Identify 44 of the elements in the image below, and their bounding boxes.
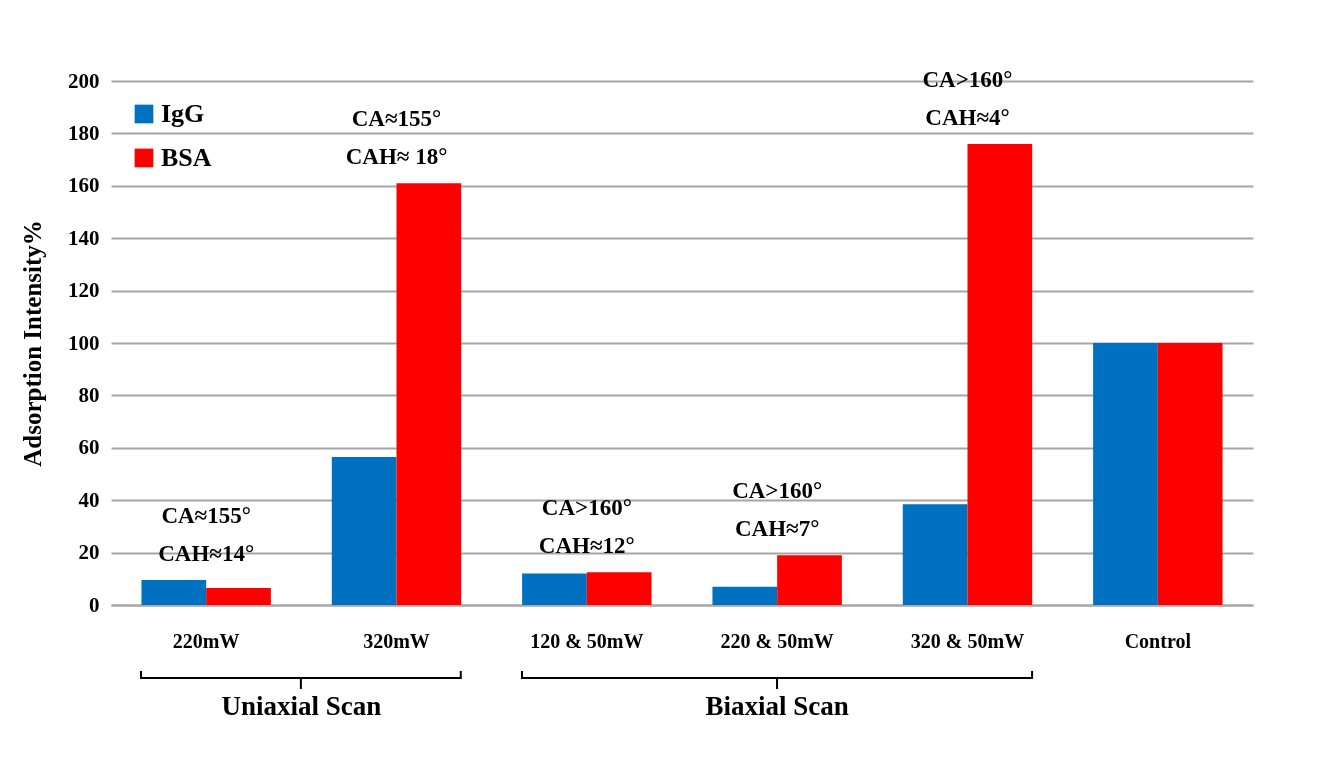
annotation: CAH≈12° [538, 533, 635, 559]
annotation: CAH≈4° [925, 104, 1010, 130]
x-tick-label: 220 & 50mW [720, 629, 834, 652]
y-tick-label: 100 [68, 330, 100, 355]
bar [522, 573, 587, 605]
annotation: CAH≈7° [734, 516, 820, 542]
annotation: CAH≈ 18° [345, 144, 448, 170]
bar [967, 143, 1033, 605]
annotation: CA≈155° [161, 503, 251, 529]
y-tick-label: 20 [78, 540, 100, 565]
text: Uniaxial Scan [221, 691, 382, 722]
annotation: CA≈155° [351, 106, 442, 132]
y-tick-label: 160 [68, 173, 100, 198]
bar [712, 586, 778, 605]
text: Biaxial Scan [705, 691, 849, 722]
legend-label: BSA [161, 143, 212, 172]
bar [1157, 343, 1223, 605]
y-tick-label: 60 [78, 435, 100, 460]
bar [777, 555, 842, 605]
bar [1093, 343, 1158, 605]
y-tick-label: 40 [78, 487, 100, 512]
bar [396, 183, 462, 605]
bar [141, 580, 207, 605]
bar [902, 504, 968, 605]
x-tick-label: 320 & 50mW [910, 629, 1025, 652]
y-tick-label: 180 [68, 120, 100, 145]
x-tick-label: 120 & 50mW [530, 629, 644, 652]
bar [586, 572, 652, 605]
legend-label: IgG [161, 99, 205, 128]
y-axis-title: Adsorption Intensity% [19, 220, 46, 467]
y-tick-label: 200 [68, 68, 100, 93]
bar [206, 587, 271, 605]
y-tick-label: 80 [78, 382, 100, 407]
annotation: CA>160° [732, 478, 823, 504]
annotation: CA>160° [922, 66, 1013, 92]
y-tick-label: 140 [68, 225, 100, 250]
annotation: CAH≈14° [158, 541, 255, 567]
annotation: CA>160° [541, 495, 632, 521]
x-tick-label: Control [1124, 629, 1192, 652]
x-tick-label: 320mW [363, 629, 430, 652]
bar [331, 456, 397, 605]
x-tick-label: 220mW [172, 629, 240, 652]
y-tick-label: 0 [89, 592, 100, 617]
y-tick-label: 120 [68, 278, 100, 303]
